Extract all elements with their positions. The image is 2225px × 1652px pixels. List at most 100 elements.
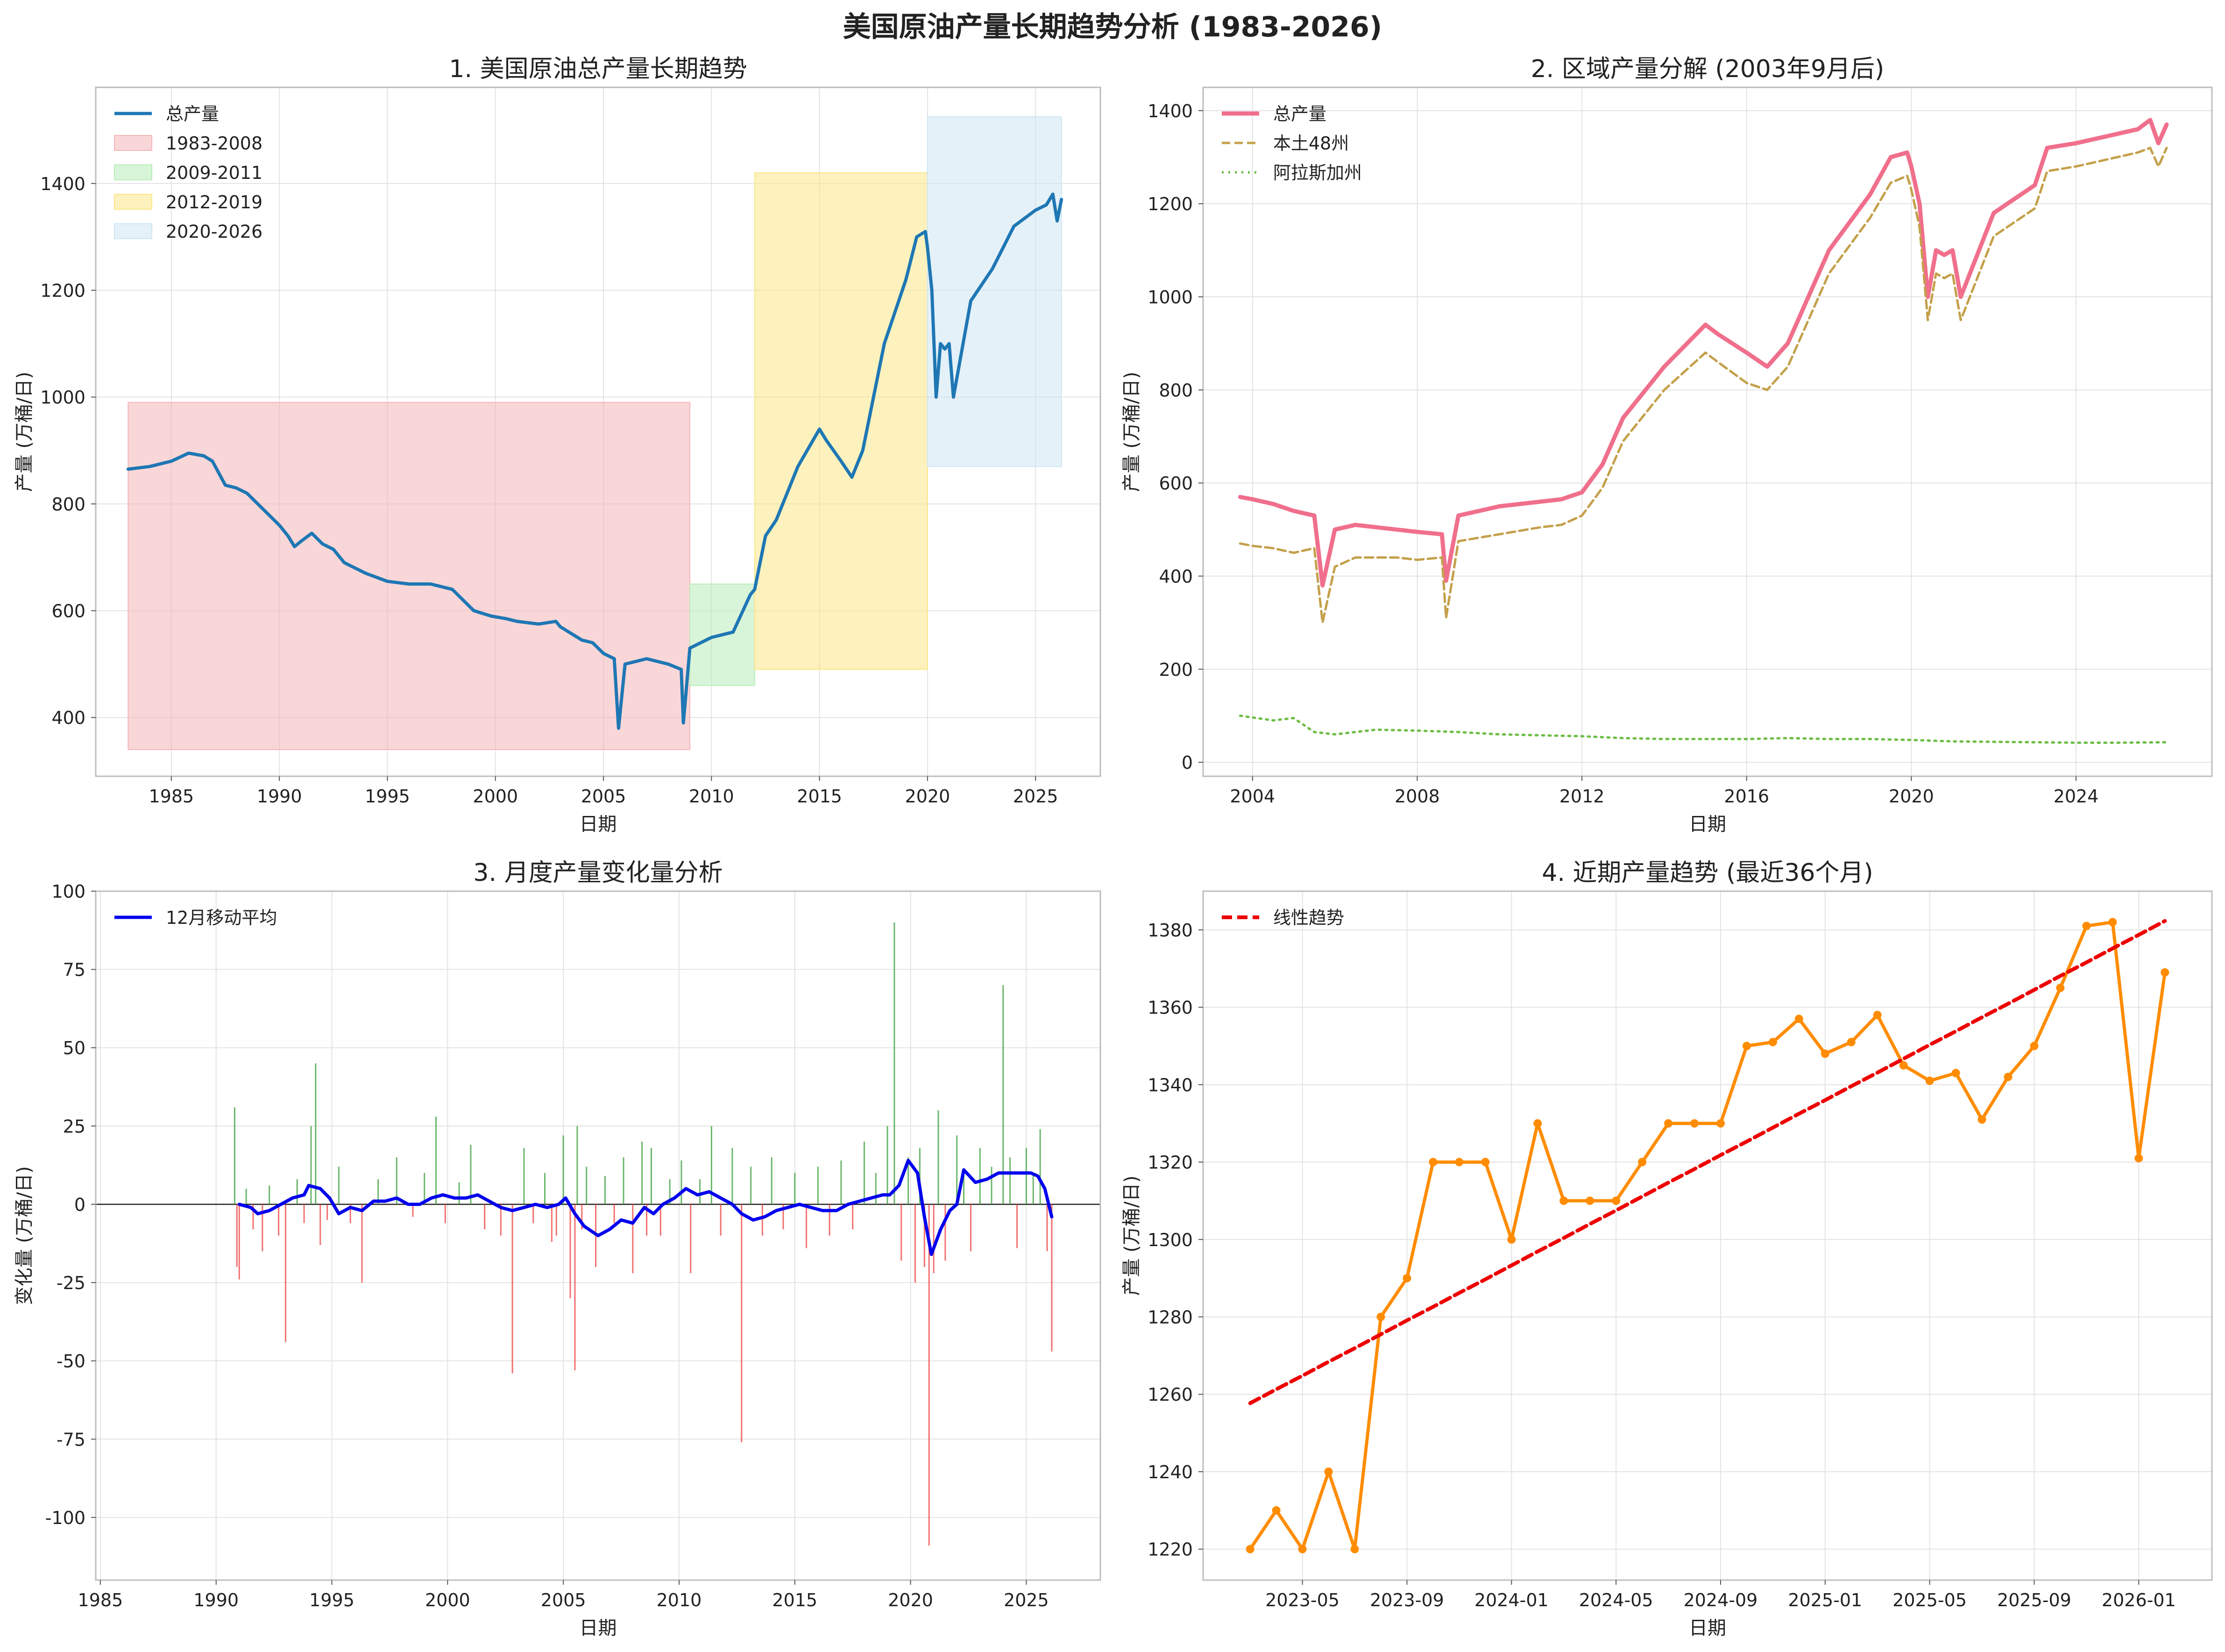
change-bar bbox=[680, 1160, 682, 1205]
x-tick-label: 2025 bbox=[1013, 786, 1058, 807]
change-bar bbox=[1016, 1204, 1018, 1248]
change-bar bbox=[303, 1204, 305, 1223]
y-tick-label: 1400 bbox=[1148, 101, 1193, 121]
change-bar bbox=[435, 1116, 437, 1205]
x-tick-label: 2024 bbox=[2054, 786, 2099, 807]
change-bar bbox=[979, 1148, 981, 1205]
data-point bbox=[1403, 1274, 1411, 1283]
change-bar bbox=[604, 1176, 606, 1205]
data-point bbox=[1455, 1158, 1464, 1167]
data-point bbox=[1873, 1011, 1882, 1020]
change-bar bbox=[806, 1204, 808, 1248]
series-line-总产量 bbox=[1238, 118, 2169, 588]
axes-frame bbox=[1202, 86, 2213, 777]
data-point bbox=[1559, 1196, 1568, 1205]
change-bar bbox=[817, 1167, 819, 1205]
x-tick-label: 2025 bbox=[1004, 1590, 1049, 1610]
change-bar bbox=[875, 1173, 877, 1205]
change-bar bbox=[771, 1157, 772, 1205]
span-region-2012-2019 bbox=[754, 172, 928, 670]
change-bar bbox=[252, 1204, 254, 1230]
subplot-title: 1. 美国原油总产量长期趋势 bbox=[449, 55, 747, 83]
data-point bbox=[1716, 1119, 1725, 1128]
change-bar bbox=[840, 1160, 842, 1205]
change-bar bbox=[269, 1185, 270, 1205]
subplot-title: 3. 月度产量变化量分析 bbox=[473, 859, 723, 887]
change-bar bbox=[970, 1204, 971, 1252]
x-tick-label: 2016 bbox=[1724, 786, 1769, 807]
x-axis-label: 日期 bbox=[580, 814, 617, 835]
legend-swatch-box bbox=[114, 194, 152, 210]
y-tick-label: 0 bbox=[1182, 752, 1193, 773]
data-point bbox=[1481, 1158, 1490, 1167]
change-bar bbox=[444, 1204, 446, 1223]
y-tick-label: 1000 bbox=[40, 387, 85, 408]
x-axis-label: 日期 bbox=[1689, 1617, 1726, 1639]
subplot-3: -100 -75 -50 -25 0 25 50 75 100 1985 1990 1995 2000 2… bbox=[14, 859, 1101, 1639]
axes-frame bbox=[95, 86, 1101, 777]
subplot-title: 4. 近期产量趋势 (最近36个月) bbox=[1542, 859, 1873, 887]
series-line-线性趋势 bbox=[1248, 919, 2167, 1405]
x-tick-label: 2025-09 bbox=[1997, 1590, 2071, 1610]
x-axis-label: 日期 bbox=[580, 1617, 617, 1639]
x-tick-label: 2008 bbox=[1395, 786, 1440, 807]
data-point bbox=[1847, 1038, 1856, 1047]
data-point bbox=[1899, 1061, 1908, 1070]
data-point bbox=[1533, 1119, 1542, 1128]
change-bar bbox=[731, 1148, 733, 1205]
y-tick-label: 800 bbox=[1159, 380, 1193, 401]
change-bar bbox=[511, 1204, 513, 1374]
legend-swatch-box bbox=[114, 135, 152, 151]
subplot-2: 0 200 400 600 800 1000 1200 1400 2004 2008 2012 201… bbox=[1121, 55, 2213, 835]
change-bar bbox=[782, 1204, 784, 1230]
change-bar bbox=[458, 1182, 460, 1205]
change-bar bbox=[523, 1148, 525, 1205]
y-tick-label: 50 bbox=[63, 1038, 85, 1058]
x-tick-label: 2025-05 bbox=[1892, 1590, 1967, 1610]
change-bar bbox=[632, 1204, 634, 1273]
data-point bbox=[1246, 1545, 1254, 1553]
change-bar bbox=[900, 1204, 902, 1261]
data-point bbox=[1794, 1014, 1803, 1023]
y-axis-label: 产量 (万桶/日) bbox=[1121, 1176, 1142, 1296]
change-bar bbox=[886, 1126, 888, 1205]
data-point bbox=[1664, 1119, 1673, 1128]
x-axis-label: 日期 bbox=[1689, 814, 1726, 835]
y-tick-label: -50 bbox=[57, 1351, 85, 1372]
change-bar bbox=[1039, 1129, 1041, 1205]
x-tick-label: 2005 bbox=[541, 1590, 586, 1610]
change-bar bbox=[326, 1204, 328, 1220]
legend: 总产量 1983-2008 2009-2011 2012-2019 2020-2026 bbox=[114, 104, 262, 242]
series-line-12月移动平均 bbox=[237, 1159, 1054, 1256]
change-bar bbox=[641, 1142, 643, 1205]
x-tick-label: 2015 bbox=[797, 786, 842, 807]
y-tick-label: 400 bbox=[51, 708, 85, 728]
change-bar bbox=[574, 1204, 576, 1370]
x-tick-label: 2005 bbox=[581, 786, 626, 807]
change-bar bbox=[484, 1204, 486, 1230]
y-tick-label: -25 bbox=[57, 1273, 85, 1293]
change-bar bbox=[794, 1173, 796, 1205]
legend: 12月移动平均 bbox=[114, 908, 277, 928]
y-axis-label: 产量 (万桶/日) bbox=[1121, 372, 1142, 492]
series-line-本土48州 bbox=[1239, 147, 2168, 624]
change-bar bbox=[424, 1173, 425, 1205]
x-tick-label: 2023-05 bbox=[1265, 1590, 1339, 1610]
y-tick-label: 0 bbox=[74, 1194, 85, 1215]
legend-label: 阿拉斯加州 bbox=[1273, 163, 1362, 183]
subplot-title: 2. 区域产量分解 (2003年9月后) bbox=[1531, 55, 1885, 83]
change-bar bbox=[852, 1204, 854, 1230]
change-bar bbox=[377, 1179, 379, 1205]
x-tick-label: 2020 bbox=[1889, 786, 1934, 807]
change-bar bbox=[623, 1157, 624, 1205]
x-tick-label: 1995 bbox=[365, 786, 410, 807]
data-point bbox=[1977, 1115, 1986, 1124]
change-bar bbox=[569, 1204, 571, 1298]
change-bar bbox=[863, 1142, 865, 1205]
change-bar bbox=[1002, 985, 1004, 1205]
y-tick-label: 1380 bbox=[1148, 920, 1193, 941]
change-bar bbox=[238, 1204, 240, 1280]
change-bar bbox=[659, 1204, 661, 1236]
